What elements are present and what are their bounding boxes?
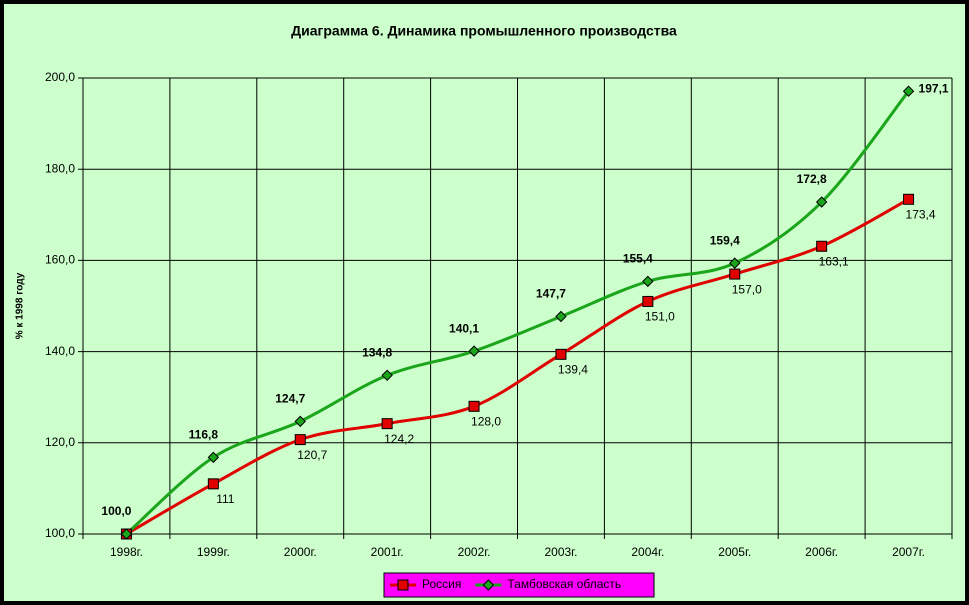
data-point xyxy=(815,196,828,208)
data-point xyxy=(642,275,654,288)
data-point xyxy=(468,400,480,412)
data-label: 155,4 xyxy=(623,252,653,266)
y-tick-label: 180,0 xyxy=(45,161,75,175)
x-tick-label: 2005г. xyxy=(718,545,751,559)
data-point xyxy=(555,310,567,323)
data-label: 124,7 xyxy=(275,392,305,406)
data-point xyxy=(816,240,828,252)
series-line xyxy=(125,90,910,536)
data-point xyxy=(903,193,915,205)
data-label: 128,0 xyxy=(471,414,501,428)
legend-marker xyxy=(397,579,409,591)
data-label: 163,1 xyxy=(819,254,849,268)
y-tick-label: 100,0 xyxy=(45,526,75,540)
chart-area xyxy=(4,4,965,601)
data-label: 120,7 xyxy=(297,448,327,462)
legend-label: Россия xyxy=(422,577,461,591)
x-tick-label: 2000г. xyxy=(284,545,317,559)
y-tick-label: 160,0 xyxy=(45,253,75,267)
data-point xyxy=(468,345,480,357)
x-tick-label: 2007г. xyxy=(892,545,925,559)
x-tick-label: 2003г. xyxy=(544,545,577,559)
data-label: 151,0 xyxy=(645,310,675,324)
data-point xyxy=(294,434,306,446)
data-label: 157,0 xyxy=(732,282,762,296)
x-tick-label: 2001г. xyxy=(371,545,404,559)
data-label: 140,1 xyxy=(449,321,479,335)
data-label: 139,4 xyxy=(558,363,588,377)
x-tick-label: 1998г. xyxy=(110,545,143,559)
data-label: 111 xyxy=(216,492,235,506)
y-tick-label: 120,0 xyxy=(45,435,75,449)
y-tick-label: 140,0 xyxy=(45,344,75,358)
legend-label: Тамбовская область xyxy=(507,577,621,591)
data-label: 172,8 xyxy=(797,172,827,186)
data-label: 124,2 xyxy=(384,432,414,446)
data-label: 134,8 xyxy=(362,345,392,359)
x-tick-label: 2006г. xyxy=(805,545,838,559)
data-label: 197,1 xyxy=(919,81,949,95)
data-point xyxy=(381,418,393,430)
data-point xyxy=(902,85,915,97)
data-label: 147,7 xyxy=(536,287,566,301)
data-point xyxy=(642,295,654,307)
data-point xyxy=(381,369,393,382)
x-tick-label: 1999г. xyxy=(197,545,230,559)
legend-marker xyxy=(482,579,495,591)
data-point xyxy=(207,451,220,464)
data-point xyxy=(207,478,219,490)
series-line xyxy=(125,197,910,536)
data-label: 116,8 xyxy=(189,428,219,442)
y-axis-label: % к 1998 году xyxy=(15,272,26,339)
data-point xyxy=(729,257,741,269)
x-tick-label: 2004г. xyxy=(631,545,664,559)
data-label: 173,4 xyxy=(906,207,936,221)
data-label: 100,0 xyxy=(101,504,131,518)
data-point xyxy=(120,528,133,540)
data-label: 159,4 xyxy=(710,233,740,247)
data-point xyxy=(729,268,741,280)
y-tick-label: 200,0 xyxy=(45,70,75,84)
legend xyxy=(383,572,655,598)
x-tick-label: 2002г. xyxy=(458,545,491,559)
data-point xyxy=(555,348,567,360)
data-point xyxy=(294,415,306,428)
chart-title: Диаграмма 6. Динамика промышленного прои… xyxy=(291,23,677,39)
